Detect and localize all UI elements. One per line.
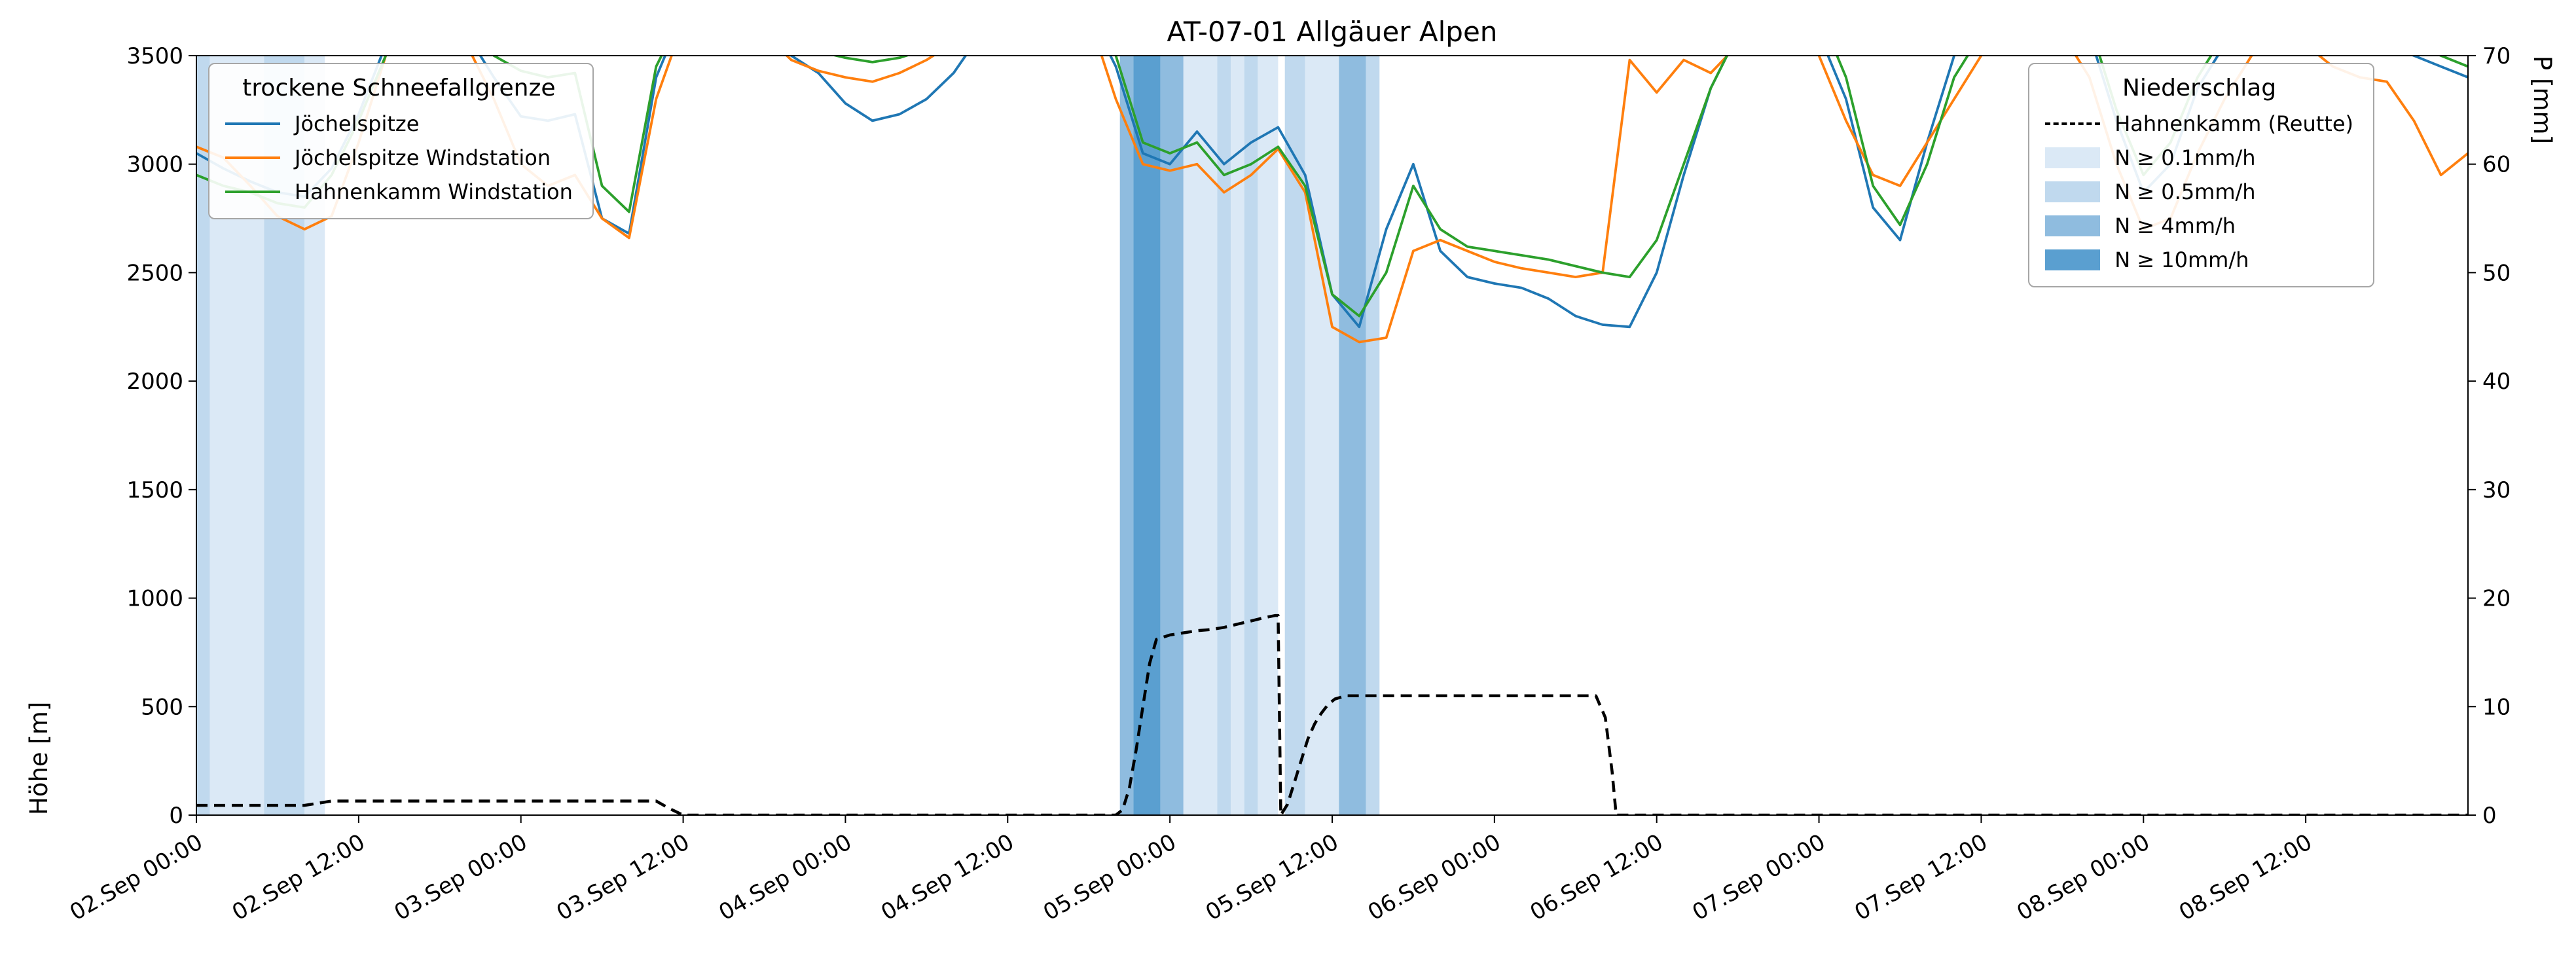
legend-item-hahnenkamm-windstation: Hahnenkamm Windstation [223,175,575,209]
x-tick-label: 05.Sep 00:00 [1039,829,1181,926]
x-tick-label: 02.Sep 12:00 [228,829,370,926]
y-tick-label-right: 60 [2482,152,2511,178]
legend-item-joechelspitze-windstation: Jöchelspitze Windstation [223,141,575,175]
dashed-line-swatch [2045,122,2101,125]
precip-band-0-5 [1366,56,1380,815]
x-tick-label: 08.Sep 00:00 [2012,829,2154,926]
precip-band-4 [1119,56,1134,815]
x-tick-label: 06.Sep 00:00 [1364,829,1506,926]
line-swatch-joechelspitze [225,122,280,125]
y-tick-label-left: 1500 [126,477,183,503]
chart-title: AT-07-01 Allgäuer Alpen [1167,16,1498,48]
x-tick-label: 04.Sep 12:00 [877,829,1019,926]
x-tick-label: 02.Sep 00:00 [65,829,208,926]
legend-label: Hahnenkamm (Reutte) [2114,111,2353,136]
legend-item-n-0-1: N ≥ 0.1mm/h [2042,141,2356,175]
x-tick-label: 06.Sep 12:00 [1526,829,1668,926]
legend-snowline: trockene Schneefallgrenze Jöchelspitze J… [208,63,594,219]
legend-snowline-title: trockene Schneefallgrenze [242,75,556,101]
y-tick-label-right: 0 [2482,803,2497,829]
y-tick-label-left: 3500 [126,43,183,69]
legend-label: Jöchelspitze Windstation [295,145,551,170]
patch-swatch-4 [2045,215,2101,236]
y-tick-label-right: 70 [2482,43,2511,69]
line-swatch-hahnenkamm-windstation [225,191,280,193]
precip-band-4 [1160,56,1184,815]
legend-item-hahnenkamm-reutte: Hahnenkamm (Reutte) [2042,107,2356,141]
y-tick-label-right: 30 [2482,477,2511,503]
legend-label: Hahnenkamm Windstation [295,179,573,204]
x-tick-label: 04.Sep 00:00 [714,829,856,926]
legend-item-n-10: N ≥ 10mm/h [2042,243,2356,277]
precip-band-0-1 [1183,56,1218,815]
legend-label: N ≥ 10mm/h [2114,247,2249,272]
legend-label: Jöchelspitze [295,111,420,136]
y-axis-label-right: P [mm] [2528,56,2556,145]
y-tick-label-left: 2500 [126,260,183,286]
legend-label: N ≥ 0.5mm/h [2114,179,2256,204]
y-tick-label-left: 500 [141,694,183,720]
x-tick-label: 08.Sep 12:00 [2175,829,2317,926]
patch-swatch-0-1 [2045,147,2101,168]
y-tick-label-left: 3000 [126,152,183,178]
patch-swatch-10 [2045,249,2101,270]
y-tick-label-left: 1000 [126,586,183,612]
series-hahnenkamm-reutte [196,613,2468,815]
precip-band-0-5 [1244,56,1258,815]
x-tick-label: 03.Sep 12:00 [553,829,695,926]
y-tick-label-right: 20 [2482,586,2511,612]
legend-label: N ≥ 0.1mm/h [2114,145,2256,170]
x-tick-label: 03.Sep 00:00 [390,829,532,926]
legend-item-joechelspitze: Jöchelspitze [223,107,575,141]
y-tick-label-right: 50 [2482,260,2511,286]
precip-band-4 [1339,56,1366,815]
precip-band-0-1 [1305,56,1339,815]
x-tick-label: 07.Sep 00:00 [1688,829,1830,926]
legend-item-n-0-5: N ≥ 0.5mm/h [2042,175,2356,209]
y-tick-label-left: 2000 [126,369,183,395]
y-tick-label-left: 0 [169,803,183,829]
y-tick-label-right: 10 [2482,694,2511,720]
precip-band-0-1 [1258,56,1279,815]
x-tick-label: 07.Sep 12:00 [1850,829,1992,926]
precip-band-10 [1133,56,1161,815]
precip-band-0-5 [196,56,210,815]
legend-item-n-4: N ≥ 4mm/h [2042,209,2356,243]
legend-precip: Niederschlag Hahnenkamm (Reutte) N ≥ 0.1… [2028,63,2374,287]
line-swatch-joechelspitze-windstation [225,156,280,159]
precip-band-0-5 [1217,56,1231,815]
x-tick-label: 05.Sep 12:00 [1201,829,1343,926]
patch-swatch-0-5 [2045,181,2101,202]
y-tick-label-right: 40 [2482,369,2511,395]
legend-label: N ≥ 4mm/h [2114,213,2236,238]
legend-precip-title: Niederschlag [2122,75,2277,101]
